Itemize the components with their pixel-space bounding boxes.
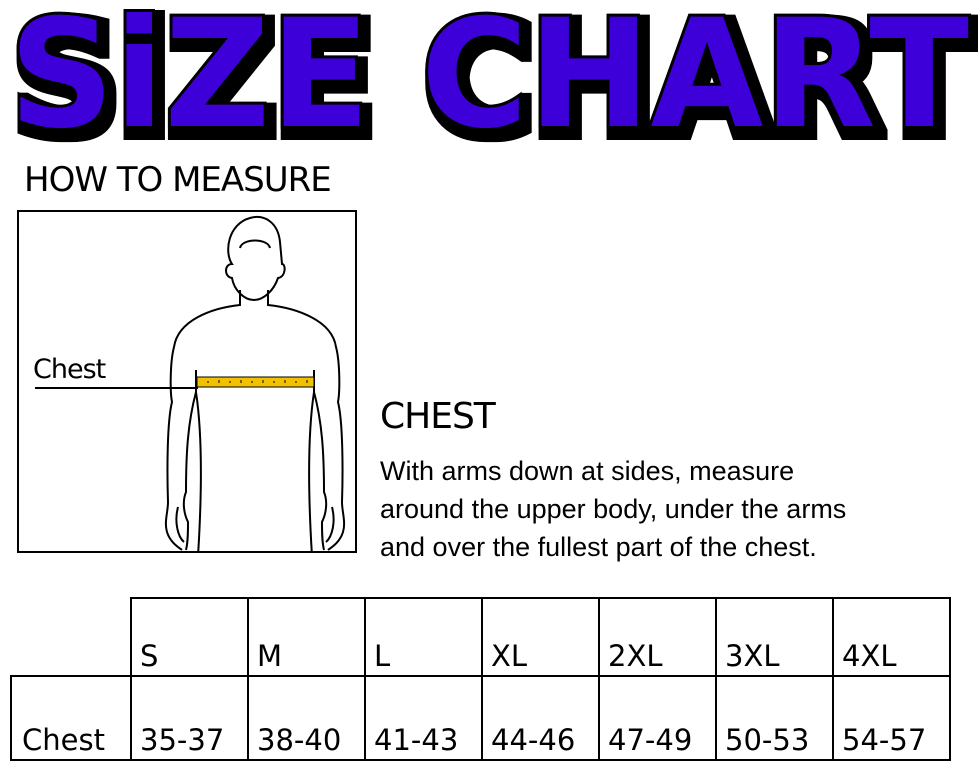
- title-text: SiZE CHART: [9, 0, 969, 150]
- body-outline-icon: [35, 216, 346, 553]
- chest-heading: CHEST: [380, 396, 496, 437]
- size-header: XL: [481, 597, 600, 677]
- size-header: L: [364, 597, 483, 677]
- description-line: around the upper body, under the arms: [380, 494, 847, 524]
- table-cell: 35-37: [130, 675, 249, 761]
- size-header: M: [247, 597, 366, 677]
- measure-illustration: Chest: [17, 210, 357, 553]
- chest-description: With arms down at sides, measure around …: [380, 452, 976, 566]
- chest-label: Chest: [33, 354, 106, 385]
- table-cell: 47-49: [598, 675, 717, 761]
- table-cell: 44-46: [481, 675, 600, 761]
- size-header: 2XL: [598, 597, 717, 677]
- description-line: With arms down at sides, measure: [380, 456, 795, 486]
- size-header-row: S M L XL 2XL 3XL 4XL: [11, 597, 951, 677]
- table-cell: 54-57: [832, 675, 951, 761]
- row-label: Chest: [10, 675, 132, 761]
- measuring-tape-icon: [196, 376, 315, 388]
- empty-corner-cell: [11, 598, 131, 677]
- how-to-measure-heading: HOW TO MEASURE: [24, 160, 332, 200]
- description-line: and over the fullest part of the chest.: [380, 532, 817, 562]
- size-header: 4XL: [832, 597, 951, 677]
- table-cell: 50-53: [715, 675, 834, 761]
- table-cell: 41-43: [364, 675, 483, 761]
- size-header: S: [130, 597, 249, 677]
- size-chart-title-logo: SiZE CHART: [6, 0, 972, 150]
- table-row: Chest 35-37 38-40 41-43 44-46 47-49 50-5…: [10, 675, 951, 761]
- table-cell: 38-40: [247, 675, 366, 761]
- size-table: S M L XL 2XL 3XL 4XL Chest 35-37 38-40 4…: [10, 597, 951, 761]
- size-header: 3XL: [715, 597, 834, 677]
